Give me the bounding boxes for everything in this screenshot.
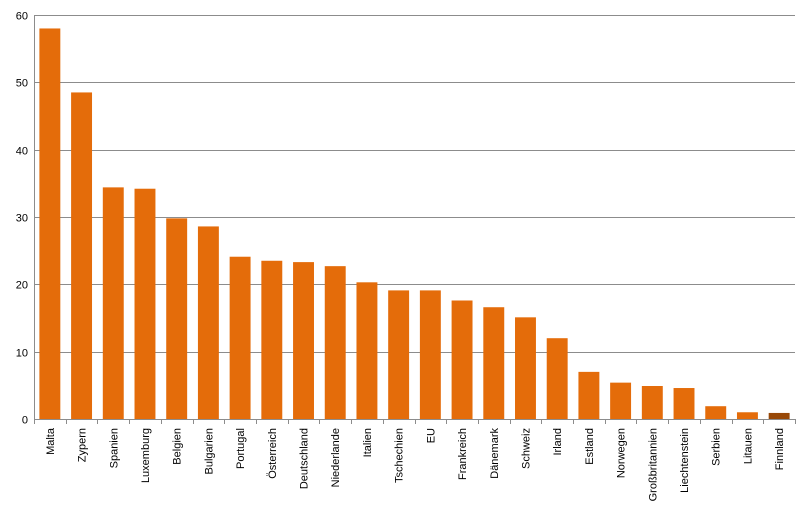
bar-Tschechien — [388, 290, 410, 419]
bar-Estland — [578, 371, 600, 419]
bar-Deutschland — [293, 262, 314, 419]
x-tick-label: Niederlande — [330, 428, 342, 487]
bar-Dänemark — [483, 307, 505, 419]
bar-Norwegen — [610, 382, 632, 419]
bar-Finnland — [768, 412, 790, 419]
x-tick-label: Spanien — [108, 428, 120, 468]
bars — [39, 28, 790, 419]
bar-Irland — [546, 338, 568, 419]
x-tick-label: Deutschland — [299, 428, 311, 489]
x-tick-label: Belgien — [172, 428, 184, 465]
bar-Malta — [39, 28, 61, 419]
bar-Italien — [356, 282, 378, 419]
y-tick-label: 30 — [16, 213, 28, 225]
x-tick-label: Irland — [552, 428, 564, 456]
x-tick-label: Serbien — [711, 428, 723, 466]
x-tick-label: Estland — [584, 428, 596, 465]
x-tick-labels: Malta Zypern Spanien Luxemburg Belgien Bulgar… — [45, 427, 786, 501]
x-tick-label: Liechtenstein — [679, 428, 691, 493]
bar-Luxemburg — [134, 188, 156, 419]
x-tick-label: Norwegen — [616, 428, 628, 478]
x-tick-label: Malta — [45, 427, 57, 455]
x-tick-label: Großbritannien — [647, 428, 659, 501]
bar-Liechtenstein — [673, 388, 695, 419]
y-tick-label: 10 — [16, 348, 28, 360]
bar-Großbritannien — [641, 386, 663, 419]
x-tick-label: Litauen — [742, 428, 754, 464]
bar-Niederlande — [324, 266, 346, 419]
axes — [34, 15, 796, 424]
bar-Österreich — [261, 260, 283, 419]
x-tick-label: Österreich — [267, 428, 279, 479]
x-tick-label: Dänemark — [489, 428, 501, 479]
x-tick-label: Luxemburg — [140, 428, 152, 483]
y-tick-label: 40 — [16, 146, 28, 158]
bar-Belgien — [166, 218, 188, 419]
x-tick-label: Bulgarien — [203, 428, 215, 474]
bar-Serbien — [705, 406, 727, 419]
y-tick-label: 20 — [16, 280, 28, 292]
x-tick-label: Italien — [362, 428, 374, 457]
bar-Zypern — [71, 92, 93, 419]
bar-EU — [419, 290, 441, 419]
x-tick-label: Finnland — [774, 428, 786, 470]
bar-Portugal — [229, 256, 251, 419]
x-tick-label: Tschechien — [394, 428, 406, 483]
x-tick-label: Frankreich — [457, 428, 469, 480]
y-tick-labels: 0 10 20 30 40 50 60 — [16, 11, 28, 427]
bar-Frankreich — [451, 300, 473, 419]
x-tick-label: EU — [425, 428, 437, 443]
y-tick-label: 50 — [16, 78, 28, 90]
bar-Schweiz — [515, 317, 536, 419]
bar-Spanien — [102, 187, 124, 419]
bar-Bulgarien — [197, 226, 219, 419]
gridlines — [34, 15, 795, 353]
x-tick-label: Schweiz — [520, 428, 532, 469]
bar-Litauen — [736, 412, 758, 419]
x-tick-label: Zypern — [77, 428, 89, 462]
x-tick-label: Portugal — [235, 428, 247, 469]
y-tick-label: 0 — [22, 415, 28, 427]
y-tick-label: 60 — [16, 11, 28, 23]
